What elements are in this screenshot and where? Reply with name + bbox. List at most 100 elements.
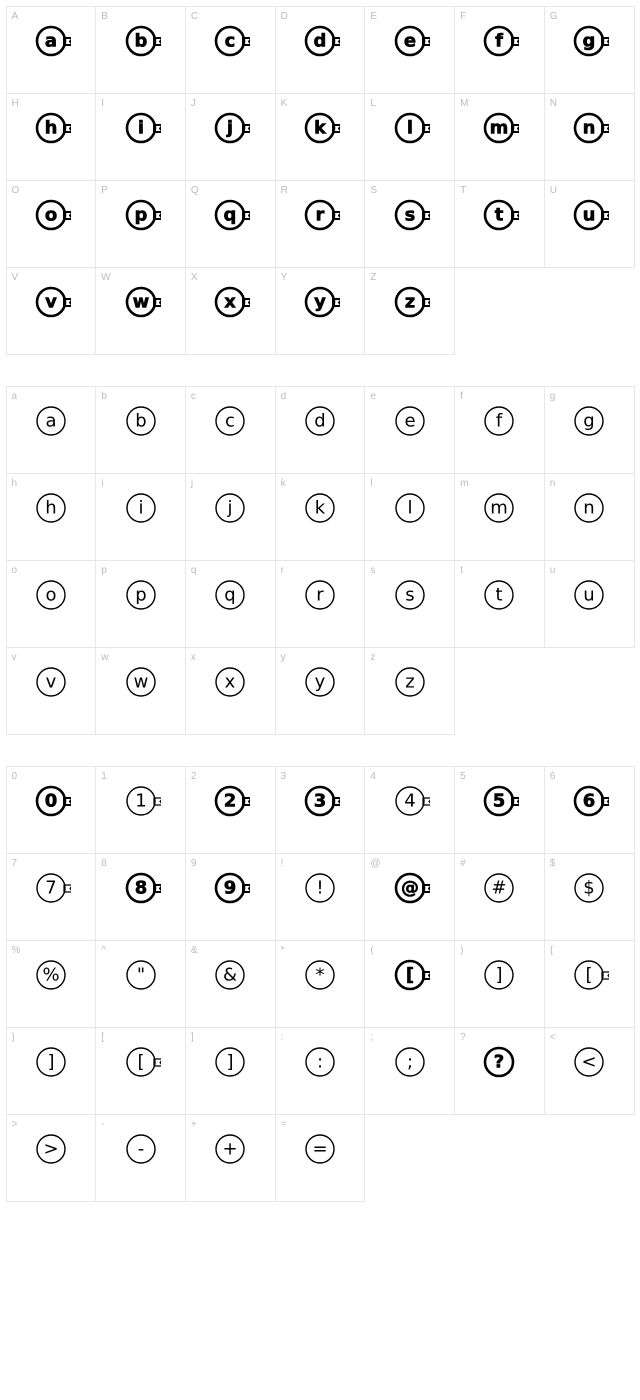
glyph-icon: s (390, 195, 430, 235)
glyph-cell: @ @ (364, 853, 455, 941)
glyph-cell: P p (95, 180, 186, 268)
svg-text:$: $ (583, 877, 594, 898)
svg-text:w: w (133, 671, 148, 692)
svg-text:#: # (492, 877, 507, 898)
cell-label: M (460, 98, 468, 109)
svg-text:v: v (45, 291, 57, 312)
glyph-icon: x (210, 282, 250, 322)
glyph-icon: f (479, 401, 519, 441)
svg-text:d: d (314, 30, 327, 51)
svg-text:?: ? (494, 1051, 504, 1072)
glyph-icon: a (31, 21, 71, 61)
cell-label: t (460, 565, 463, 576)
glyph-icon: + (210, 1129, 250, 1169)
glyph-grid: A a B b C c D d E e F f G g H h I i J j (6, 6, 634, 354)
cell-label: 7 (12, 858, 18, 869)
svg-text:f: f (496, 410, 503, 431)
svg-text:z: z (405, 671, 414, 692)
cell-label: 6 (550, 771, 556, 782)
svg-text:s: s (404, 204, 415, 225)
cell-label: s (370, 565, 375, 576)
glyph-icon: z (390, 662, 430, 702)
cell-label: S (370, 185, 377, 196)
glyph-icon: [ (390, 955, 430, 995)
glyph-cell: & & (185, 940, 276, 1028)
cell-label: d (281, 391, 287, 402)
cell-label: I (101, 98, 104, 109)
glyph-cell: w w (95, 647, 186, 735)
glyph-icon: d (300, 21, 340, 61)
glyph-icon: # (479, 868, 519, 908)
glyph-cell: a a (6, 386, 97, 474)
svg-text:a: a (45, 30, 57, 51)
glyph-cell: } ] (6, 1027, 97, 1115)
cell-label: Z (370, 272, 376, 283)
glyph-cell: = = (275, 1114, 366, 1202)
svg-text:j: j (226, 117, 233, 138)
glyph-cell: 7 7 (6, 853, 97, 941)
glyph-cell: K k (275, 93, 366, 181)
cell-label: U (550, 185, 557, 196)
section-numpunct: 0 0 1 1 2 2 3 3 4 4 5 5 6 6 7 7 8 8 9 9 (6, 766, 634, 1201)
cell-label: & (191, 945, 198, 956)
svg-text:n: n (583, 117, 596, 138)
glyph-cell: : : (275, 1027, 366, 1115)
glyph-cell: j j (185, 473, 276, 561)
glyph-icon: q (210, 195, 250, 235)
cell-label: } (12, 1032, 15, 1043)
glyph-cell: < < (544, 1027, 635, 1115)
cell-label: D (281, 11, 288, 22)
glyph-icon: ? (479, 1042, 519, 1082)
glyph-cell: 4 4 (364, 766, 455, 854)
svg-text:r: r (316, 584, 324, 605)
glyph-icon: f (479, 21, 519, 61)
cell-label: j (191, 478, 193, 489)
cell-label: v (12, 652, 17, 663)
glyph-icon: h (31, 108, 71, 148)
svg-text:;: ; (407, 1051, 413, 1072)
glyph-cell: - - (95, 1114, 186, 1202)
cell-label: 8 (101, 858, 107, 869)
glyph-icon: ! (300, 868, 340, 908)
glyph-icon: k (300, 488, 340, 528)
cell-label: x (191, 652, 196, 663)
cell-label: B (101, 11, 108, 22)
glyph-cell: L l (364, 93, 455, 181)
glyph-icon: z (390, 282, 430, 322)
cell-label: G (550, 11, 558, 22)
glyph-icon: 0 (31, 781, 71, 821)
glyph-cell: J j (185, 93, 276, 181)
glyph-icon: t (479, 195, 519, 235)
glyph-icon: @ (390, 868, 430, 908)
glyph-icon: g (569, 401, 609, 441)
svg-text:p: p (135, 584, 146, 605)
glyph-icon: p (121, 195, 161, 235)
glyph-cell: n n (544, 473, 635, 561)
glyph-cell: 8 8 (95, 853, 186, 941)
svg-text:m: m (491, 497, 509, 518)
glyph-icon: [ (569, 955, 609, 995)
glyph-icon: q (210, 575, 250, 615)
svg-text:z: z (404, 291, 414, 312)
empty-cell (454, 267, 545, 355)
glyph-icon: $ (569, 868, 609, 908)
cell-label: < (550, 1032, 556, 1043)
svg-text:t: t (496, 584, 503, 605)
glyph-cell: O o (6, 180, 97, 268)
cell-label: X (191, 272, 198, 283)
glyph-icon: d (300, 401, 340, 441)
glyph-cell: D d (275, 6, 366, 94)
glyph-icon: > (31, 1129, 71, 1169)
svg-text:v: v (46, 671, 57, 692)
glyph-icon: 3 (300, 781, 340, 821)
cell-label: i (101, 478, 103, 489)
glyph-icon: r (300, 575, 340, 615)
cell-label: F (460, 11, 466, 22)
cell-label: ; (370, 1032, 373, 1043)
svg-text:l: l (407, 497, 412, 518)
svg-text:[: [ (137, 1051, 144, 1072)
glyph-icon: u (569, 575, 609, 615)
glyph-cell: o o (6, 560, 97, 648)
svg-text:p: p (134, 204, 147, 225)
cell-label: V (12, 272, 19, 283)
